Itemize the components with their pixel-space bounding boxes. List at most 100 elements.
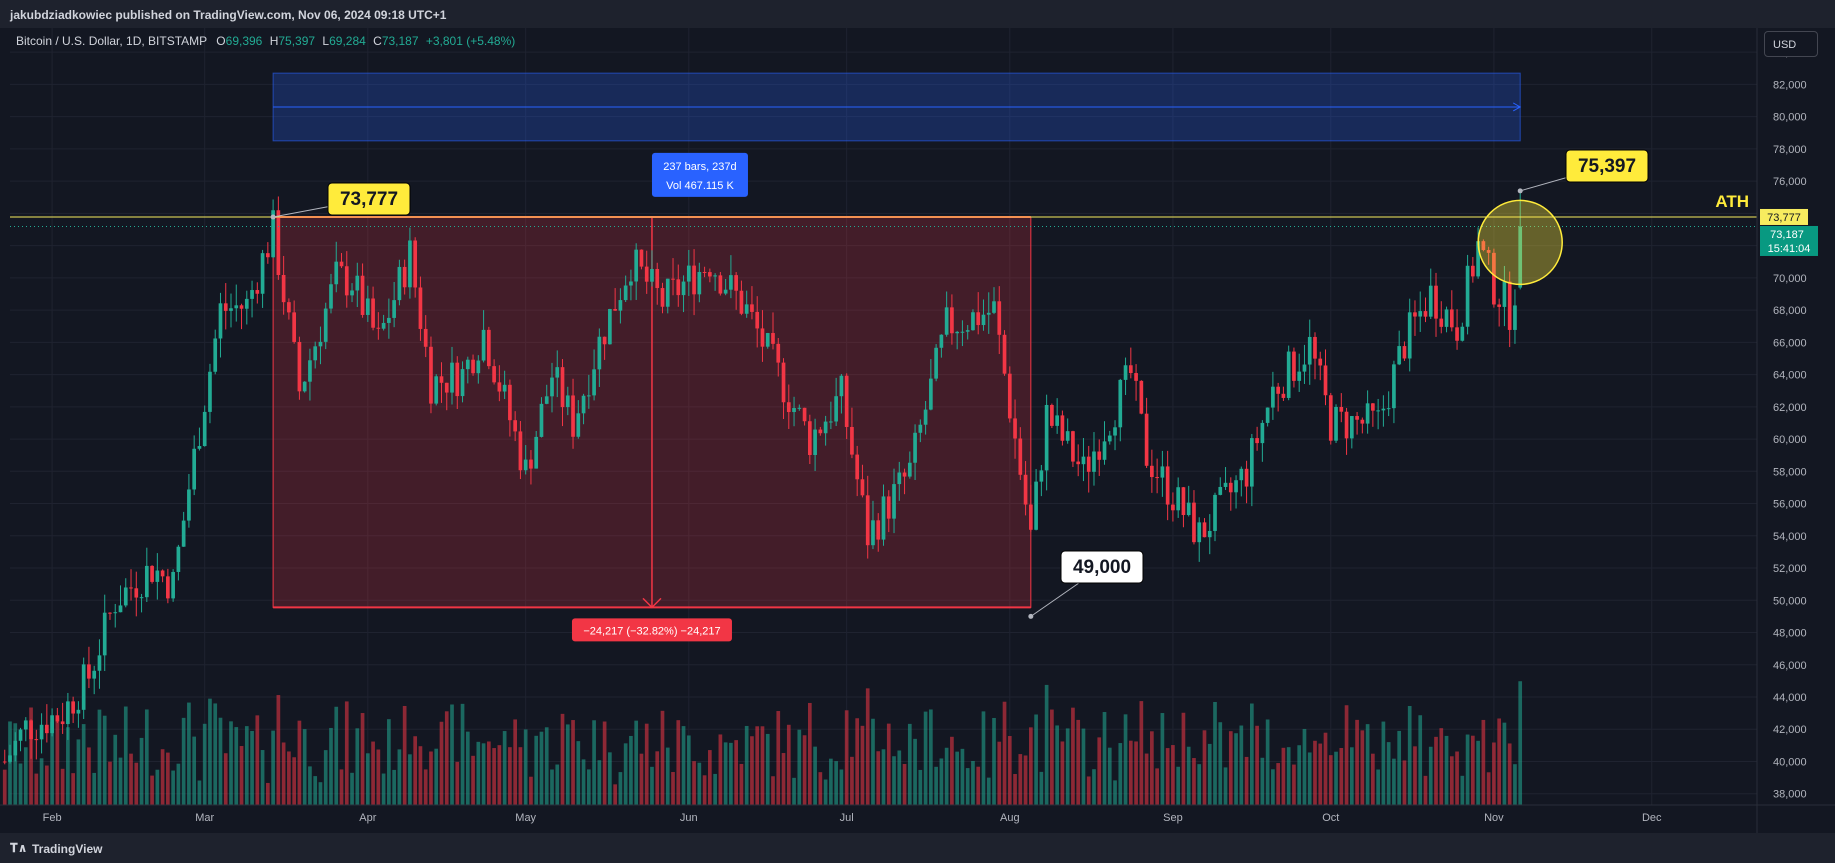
volume-bar <box>923 711 928 805</box>
currency-button[interactable]: USD <box>1764 31 1818 57</box>
volume-bar <box>676 720 681 805</box>
candle-body <box>8 755 12 762</box>
volume-bar <box>323 750 328 805</box>
volume-bar <box>66 727 70 805</box>
volume-bar <box>692 761 696 805</box>
candle-body <box>1297 371 1302 381</box>
volume-bar <box>644 723 649 805</box>
volume-bar <box>155 769 160 805</box>
volume-bar <box>886 723 891 805</box>
candle-body <box>113 612 118 614</box>
volume-bar <box>1081 728 1086 805</box>
candle-body <box>797 407 802 409</box>
candle-body <box>339 261 344 267</box>
y-tick-label: 56,000 <box>1773 499 1807 511</box>
candle-body <box>755 311 760 329</box>
symbol-legend[interactable]: Bitcoin / U.S. Dollar, 1D, BITSTAMP O69,… <box>16 34 515 48</box>
candle-body <box>1518 226 1523 288</box>
candle-body <box>1355 416 1359 420</box>
candle-body <box>686 265 691 282</box>
y-tick-label: 80,000 <box>1773 112 1807 124</box>
volume-bar <box>229 721 233 805</box>
volume-bar <box>729 742 733 805</box>
volume-bar <box>713 773 717 805</box>
candle-body <box>1507 281 1512 330</box>
label-73777: 73,777 <box>340 189 398 210</box>
high-label: H <box>269 34 279 48</box>
candle-body <box>1360 419 1365 424</box>
candle-body <box>813 429 817 455</box>
candle-body <box>781 362 786 403</box>
volume-bar <box>497 745 502 805</box>
candle-body <box>487 329 491 367</box>
volume-bar <box>539 731 544 805</box>
volume-bar <box>702 775 707 805</box>
close-label: C <box>373 34 382 48</box>
volume-histogram <box>2 681 1523 805</box>
candle-body <box>81 664 86 710</box>
volume-bar <box>1455 751 1459 805</box>
volume-bar <box>1344 705 1349 805</box>
candle-body <box>860 479 865 496</box>
candle-body <box>1134 373 1138 381</box>
volume-bar <box>865 688 870 805</box>
volume-bar <box>1176 766 1181 805</box>
volume-bar <box>429 751 433 805</box>
candle-body <box>418 287 423 329</box>
candle-body <box>1339 406 1344 412</box>
candle-body <box>750 304 754 312</box>
candle-body <box>439 376 444 383</box>
volume-bar <box>187 702 191 805</box>
volume-bar <box>481 743 486 805</box>
candle-body <box>1328 395 1333 441</box>
volume-bar <box>550 769 554 805</box>
volume-bar <box>360 713 365 805</box>
candle-body <box>671 278 675 280</box>
volume-bar <box>1460 775 1465 805</box>
low-value: 69,284 <box>329 34 366 48</box>
candle-body <box>997 301 1002 335</box>
volume-bar <box>1434 736 1438 805</box>
candle-body <box>1202 522 1207 538</box>
volume-bar <box>1092 769 1096 805</box>
candle-body <box>950 307 954 334</box>
candle-body <box>1281 393 1286 398</box>
volume-bar <box>871 718 875 805</box>
price-chart[interactable]: −24,217 (−32.82%) −24,217 237 bars, 237d V… <box>0 28 1835 833</box>
volume-bar <box>1123 714 1128 805</box>
candle-body <box>939 334 944 348</box>
candle-body <box>244 298 249 309</box>
candle-body <box>229 308 233 311</box>
candle-body <box>1455 327 1459 341</box>
candle-body <box>576 413 581 437</box>
volume-bar <box>292 757 296 805</box>
candle-body <box>13 740 18 756</box>
candle-body <box>1123 365 1128 380</box>
volume-bar <box>944 747 949 805</box>
candle-body <box>1434 285 1438 319</box>
volume-bar <box>697 762 702 805</box>
volume-bar <box>92 772 97 805</box>
candle-body <box>586 395 591 397</box>
candle-body <box>208 371 212 412</box>
candle-body <box>408 240 412 288</box>
candle-body <box>444 382 449 393</box>
projection-arrow-head <box>1512 102 1522 112</box>
volume-bar <box>108 761 112 805</box>
candle-body <box>1439 318 1444 327</box>
label-75397: 75,397 <box>1578 156 1636 177</box>
candle-body <box>129 587 133 589</box>
volume-bar <box>686 735 691 805</box>
volume-bar <box>744 725 749 805</box>
volume-bar <box>992 717 996 805</box>
candle-body <box>1234 480 1238 493</box>
footer-brand: TradingView <box>32 842 103 856</box>
candle-body <box>923 409 928 425</box>
volume-bar <box>502 731 507 805</box>
volume-bar <box>960 748 965 805</box>
candle-body <box>1407 312 1412 359</box>
candle-body <box>644 266 649 282</box>
x-tick-label: Nov <box>1484 812 1504 824</box>
volume-bar <box>986 777 991 805</box>
volume-bar <box>455 761 460 805</box>
